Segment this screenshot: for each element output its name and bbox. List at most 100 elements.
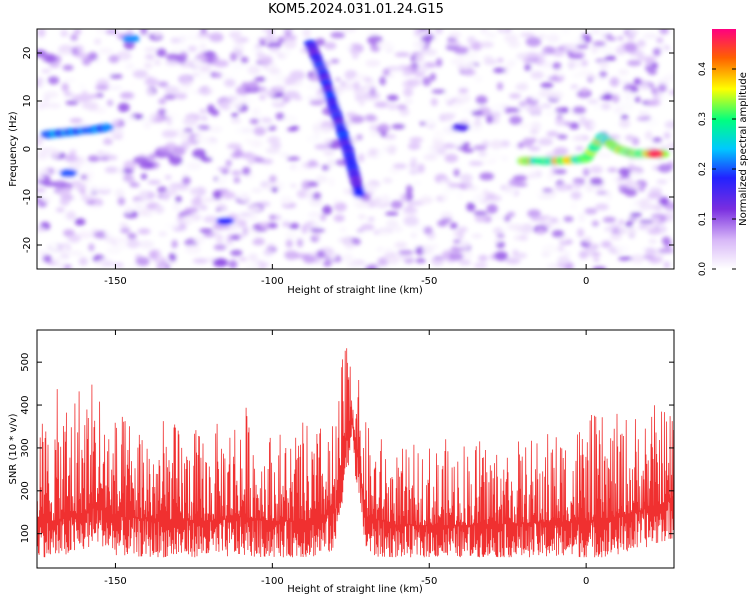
- heatmap-cell: [60, 29, 69, 37]
- heatmap-cell: [213, 244, 227, 251]
- heatmap-cell: [272, 99, 282, 105]
- heatmap-cell: [164, 110, 181, 119]
- heatmap-cell: [446, 41, 462, 47]
- heatmap-cell: [269, 175, 277, 184]
- heatmap-cell: [503, 215, 511, 223]
- heatmap-cell: [651, 87, 658, 95]
- heatmap-cell: [517, 142, 524, 149]
- heatmap-cell: [356, 231, 371, 238]
- heatmap-cell: [589, 165, 603, 174]
- heatmap-cell: [85, 252, 93, 260]
- heatmap-cell: [599, 70, 608, 78]
- heatmap-cell: [603, 174, 619, 185]
- heatmap-cell: [68, 251, 84, 256]
- heatmap-cell: [251, 107, 261, 117]
- heatmap-cell: [423, 226, 433, 235]
- heatmap-cell: [99, 156, 111, 161]
- heatmap-cell: [529, 128, 539, 135]
- heatmap-cell: [570, 202, 578, 210]
- heatmap-cell: [368, 148, 378, 156]
- heatmap-cell: [51, 256, 68, 264]
- heatmap-cell: [581, 87, 589, 94]
- heatmap-cell: [479, 172, 495, 181]
- heatmap-cell: [283, 39, 297, 49]
- heatmap-cell: [337, 237, 353, 244]
- heatmap-cell: [447, 183, 461, 188]
- heatmap-cell: [368, 183, 381, 188]
- heatmap-cell: [88, 243, 95, 252]
- heatmap-cell: [363, 77, 373, 83]
- heatmap-cell: [276, 73, 287, 83]
- heatmap-cell: [400, 193, 407, 203]
- heatmap-cell: [169, 156, 183, 166]
- heatmap-cell: [193, 35, 210, 41]
- heatmap-cell: [509, 93, 521, 99]
- heatmap-cell: [450, 247, 466, 252]
- heatmap-cell: [147, 179, 162, 185]
- heatmap-cell: [267, 136, 281, 145]
- heatmap-cell: [500, 29, 508, 33]
- heatmap-cell: [458, 87, 469, 94]
- heatmap-cell: [442, 186, 457, 193]
- heatmap-cell: [504, 33, 519, 44]
- heatmap-cell: [356, 134, 363, 141]
- heatmap-cell: [435, 58, 443, 67]
- heatmap-cell: [573, 37, 586, 44]
- heatmap-cell: [41, 193, 55, 202]
- heatmap-cell: [170, 37, 181, 44]
- heatmap-cell: [524, 64, 532, 71]
- heatmap-cell: [292, 164, 308, 173]
- heatmap-cell: [307, 159, 318, 167]
- heatmap-cell: [374, 101, 387, 108]
- heatmap-cell: [657, 163, 673, 173]
- heatmap-cell: [182, 117, 198, 127]
- heatmap-cell: [184, 35, 197, 41]
- heatmap-cell: [450, 101, 462, 111]
- heatmap-cell: [407, 142, 421, 150]
- heatmap-cell: [661, 236, 671, 246]
- heatmap-cell: [530, 71, 545, 80]
- heatmap-cell: [478, 150, 487, 157]
- heatmap-cell: [626, 226, 637, 236]
- heatmap-cell: [625, 134, 635, 141]
- heatmap-cell: [261, 117, 273, 124]
- heatmap-cell: [270, 142, 282, 149]
- heatmap-cell: [156, 48, 167, 57]
- heatmap-cell: [59, 197, 70, 206]
- heatmap-cell: [120, 227, 131, 234]
- heatmap-cell: [373, 196, 381, 205]
- heatmap-cell: [386, 94, 399, 102]
- heatmap-cell: [322, 205, 333, 215]
- heatmap-cell: [140, 29, 148, 36]
- heatmap-cell: [264, 89, 276, 97]
- heatmap-cell: [78, 229, 91, 240]
- heatmap-cell: [561, 107, 569, 113]
- heatmap-cell: [87, 52, 99, 61]
- heatmap-cell: [417, 163, 425, 174]
- heatmap-cell: [647, 69, 657, 75]
- heatmap-cell: [458, 259, 472, 265]
- heatmap-cell: [282, 221, 291, 228]
- heatmap-cell: [384, 247, 394, 255]
- heatmap-cell: [311, 222, 323, 228]
- heatmap-cell: [259, 122, 272, 129]
- heatmap-cell: [483, 55, 493, 61]
- heatmap-cell: [526, 104, 543, 114]
- heatmap-cell: [542, 60, 552, 69]
- heatmap-cell: [148, 250, 159, 260]
- heatmap-cell: [323, 150, 335, 156]
- heatmap-cell: [360, 223, 375, 231]
- heatmap-cell: [85, 183, 102, 193]
- heatmap-cell: [163, 94, 176, 100]
- heatmap-cell: [253, 126, 266, 136]
- heatmap-cell: [415, 53, 425, 63]
- heatmap-cell: [535, 170, 542, 178]
- heatmap-cell: [563, 216, 574, 223]
- heatmap-cell: [387, 145, 397, 155]
- heatmap-cell: [192, 148, 207, 159]
- heatmap-cell: [117, 166, 124, 175]
- heatmap-cell: [256, 51, 265, 60]
- heatmap-cell: [626, 34, 635, 42]
